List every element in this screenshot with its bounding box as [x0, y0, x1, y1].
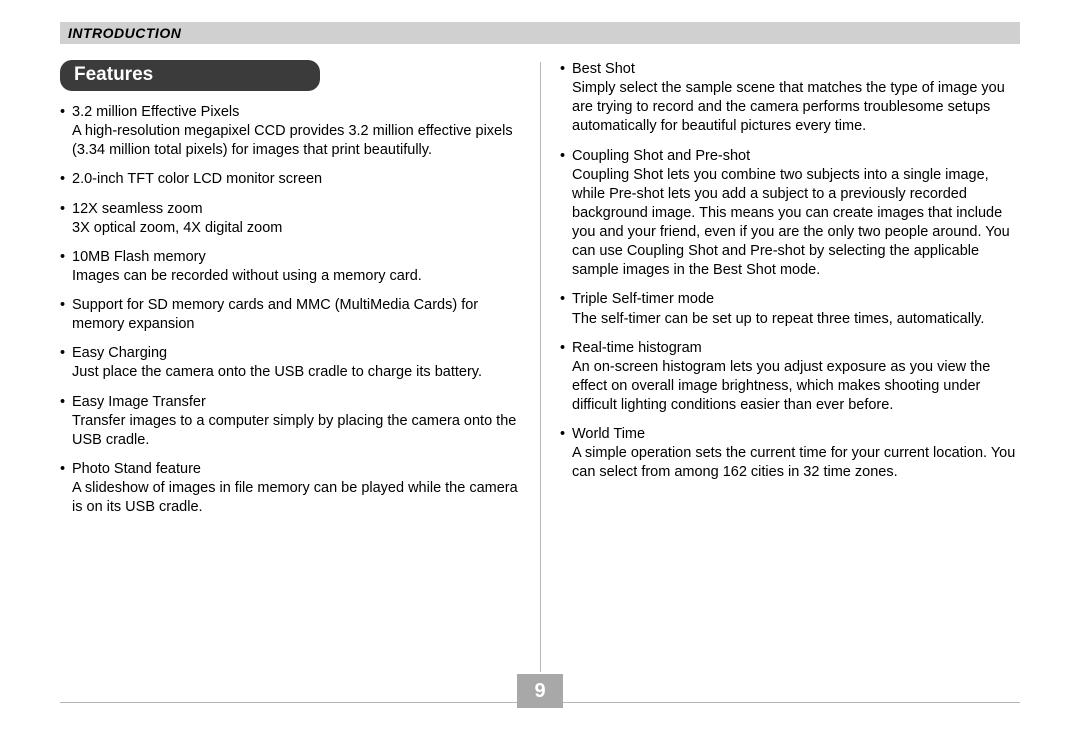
feature-description: Just place the camera onto the USB cradl…: [72, 363, 520, 382]
feature-item: 2.0-inch TFT color LCD monitor screen: [60, 170, 520, 189]
header-title: INTRODUCTION: [68, 25, 181, 41]
feature-title: 12X seamless zoom: [72, 200, 520, 219]
feature-item: 10MB Flash memoryImages can be recorded …: [60, 248, 520, 286]
feature-title: Best Shot: [572, 60, 1020, 79]
page-number: 9: [534, 680, 545, 703]
feature-description: Simply select the sample scene that matc…: [572, 79, 1020, 136]
feature-title: Photo Stand feature: [72, 460, 520, 479]
feature-title: Easy Image Transfer: [72, 393, 520, 412]
feature-title: Support for SD memory cards and MMC (Mul…: [72, 296, 520, 334]
center-divider: [540, 62, 541, 672]
feature-item: World TimeA simple operation sets the cu…: [560, 425, 1020, 482]
feature-description: Transfer images to a computer simply by …: [72, 412, 520, 450]
feature-description: A slideshow of images in file memory can…: [72, 479, 520, 517]
feature-description: Images can be recorded without using a m…: [72, 267, 520, 286]
feature-item: Triple Self-timer modeThe self-timer can…: [560, 290, 1020, 328]
feature-description: A simple operation sets the current time…: [572, 444, 1020, 482]
feature-item: Support for SD memory cards and MMC (Mul…: [60, 296, 520, 334]
left-feature-list: 3.2 million Effective PixelsA high-resol…: [60, 103, 520, 517]
feature-title: World Time: [572, 425, 1020, 444]
feature-description: A high-resolution megapixel CCD provides…: [72, 122, 520, 160]
feature-title: Easy Charging: [72, 344, 520, 363]
feature-title: Coupling Shot and Pre-shot: [572, 147, 1020, 166]
feature-item: Easy ChargingJust place the camera onto …: [60, 344, 520, 382]
feature-title: Triple Self-timer mode: [572, 290, 1020, 309]
feature-description: 3X optical zoom, 4X digital zoom: [72, 219, 520, 238]
feature-item: 12X seamless zoom3X optical zoom, 4X dig…: [60, 200, 520, 238]
feature-item: 3.2 million Effective PixelsA high-resol…: [60, 103, 520, 160]
feature-title: Real-time histogram: [572, 339, 1020, 358]
feature-item: Photo Stand featureA slideshow of images…: [60, 460, 520, 517]
footer: 9: [60, 676, 1020, 706]
section-heading: Features: [60, 60, 320, 91]
right-feature-list: Best ShotSimply select the sample scene …: [560, 60, 1020, 483]
right-column: Best ShotSimply select the sample scene …: [560, 60, 1020, 675]
feature-item: Real-time histogramAn on-screen histogra…: [560, 339, 1020, 416]
page-number-box: 9: [517, 674, 563, 708]
feature-item: Coupling Shot and Pre-shotCoupling Shot …: [560, 147, 1020, 281]
feature-item: Best ShotSimply select the sample scene …: [560, 60, 1020, 137]
left-column: Features 3.2 million Effective PixelsA h…: [60, 60, 520, 675]
feature-item: Easy Image TransferTransfer images to a …: [60, 393, 520, 450]
feature-title: 10MB Flash memory: [72, 248, 520, 267]
feature-description: An on-screen histogram lets you adjust e…: [572, 358, 1020, 415]
feature-description: Coupling Shot lets you combine two subje…: [572, 166, 1020, 281]
feature-title: 3.2 million Effective Pixels: [72, 103, 520, 122]
feature-description: The self-timer can be set up to repeat t…: [572, 310, 1020, 329]
header-bar: INTRODUCTION: [60, 22, 1020, 44]
feature-title: 2.0-inch TFT color LCD monitor screen: [72, 170, 520, 189]
